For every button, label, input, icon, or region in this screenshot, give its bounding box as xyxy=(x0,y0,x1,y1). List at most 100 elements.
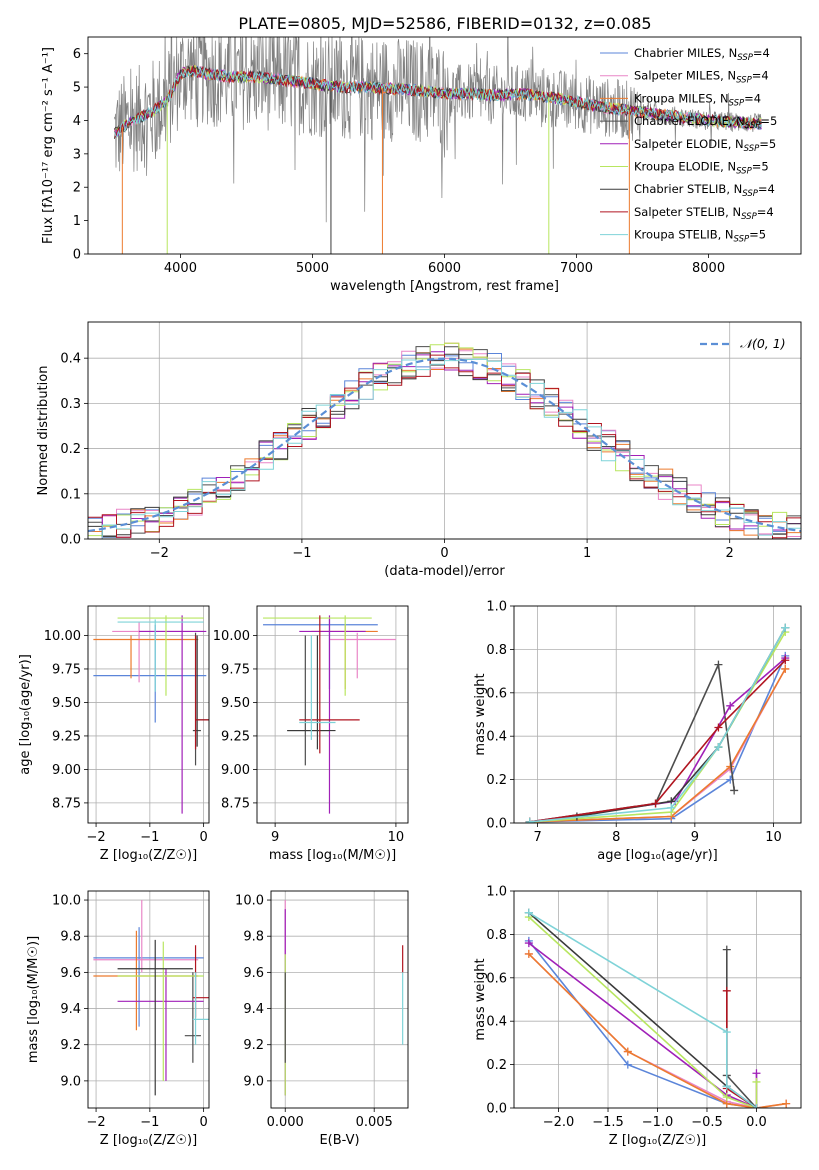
x-tick-label: −1.0 xyxy=(642,1115,674,1130)
panel-age_vs_mass: 9 10 8.75 9.00 9.25 9.50 9.75 10.00 mass [log₁₀(… xyxy=(213,605,409,863)
plot-area-weight_vs_Z xyxy=(524,908,791,1108)
legend-label: Chabrier ELODIE, NSSP=5 xyxy=(634,114,777,131)
legend-label-rest: =4 xyxy=(744,91,761,105)
legend-subscript: SSP xyxy=(737,53,753,63)
x-axis-label: age [log₁₀(age/yr)] xyxy=(597,848,718,863)
legend-label-rest: =4 xyxy=(758,182,775,196)
x-tick-label: −1 xyxy=(140,1115,159,1130)
plot-area-weight_vs_age xyxy=(525,623,790,823)
x-tick-label: 7000 xyxy=(560,261,593,276)
x-tick-label: 1 xyxy=(583,546,591,561)
legend-subscript: SSP xyxy=(744,144,760,154)
y-tick-label: 5 xyxy=(73,81,81,96)
y-tick-label: 0.0 xyxy=(486,817,507,832)
x-tick-label: 7 xyxy=(533,830,541,845)
legend-label: Chabrier MILES, NSSP=4 xyxy=(634,46,770,63)
x-tick-label: −2.0 xyxy=(543,1115,575,1130)
legend-subscript: SSP xyxy=(734,235,750,245)
y-tick-label: 9.4 xyxy=(243,1002,264,1017)
y-tick-label: 10.00 xyxy=(44,629,81,644)
plot-area-age_vs_Z xyxy=(93,615,209,814)
series-line xyxy=(528,912,757,1108)
y-tick-label: 9.2 xyxy=(243,1038,264,1053)
y-tick-label: 1 xyxy=(73,214,81,229)
y-tick-label: 2 xyxy=(73,181,81,196)
x-tick-label: 0.000 xyxy=(267,1115,304,1130)
y-tick-label: 0.2 xyxy=(486,1058,507,1073)
y-tick-label: 0.6 xyxy=(486,971,507,986)
y-tick-label: 9.8 xyxy=(60,930,81,945)
histogram-step xyxy=(88,342,788,539)
y-axis-label: mass weight xyxy=(473,673,488,755)
x-tick-label: 0.005 xyxy=(356,1115,393,1130)
y-tick-label: 0.1 xyxy=(60,487,81,502)
plot-area-spectrum xyxy=(113,37,762,254)
legend-subscript: SSP xyxy=(736,167,752,177)
x-tick-label: 10 xyxy=(388,830,405,845)
x-axis-label: Z [log₁₀(Z/Z☉)] xyxy=(100,1133,197,1148)
series-marker xyxy=(782,1099,791,1108)
series-marker xyxy=(730,786,739,795)
axes-frame xyxy=(87,605,210,824)
legend-label-rest: =5 xyxy=(760,114,777,128)
series-line xyxy=(529,661,735,823)
figure-title: PLATE=0805, MJD=52586, FIBERID=0132, z=0… xyxy=(238,14,651,33)
axes-frame xyxy=(513,605,802,824)
series-marker xyxy=(722,986,731,995)
series-line xyxy=(529,659,786,823)
y-tick-label: 10.00 xyxy=(213,629,250,644)
y-tick-label: 0.8 xyxy=(486,643,507,658)
x-tick-label: 9 xyxy=(691,830,699,845)
y-tick-label: 0.8 xyxy=(486,928,507,943)
y-tick-label: 9.6 xyxy=(60,966,81,981)
legend-label: Salpeter STELIB, NSSP=4 xyxy=(634,205,774,222)
axes-frame xyxy=(87,890,210,1109)
series-marker xyxy=(524,939,533,948)
y-tick-label: 3 xyxy=(73,147,81,162)
series-marker xyxy=(781,623,790,632)
legend-label: Kroupa MILES, NSSP=4 xyxy=(634,91,761,108)
y-tick-label: 9.25 xyxy=(221,729,250,744)
x-tick-label: 8000 xyxy=(692,261,725,276)
legend-label-rest: =4 xyxy=(753,46,770,60)
y-tick-label: 10.0 xyxy=(52,894,81,909)
x-tick-label: −1 xyxy=(140,830,159,845)
panel-residuals: −2 −1 0 1 2 0.0 0.1 0.2 0.3 0.4 (data-model)/error… xyxy=(36,321,802,579)
series-marker xyxy=(667,803,676,812)
series-marker xyxy=(726,701,735,710)
series-marker xyxy=(781,664,790,673)
model-spectrum-line xyxy=(113,66,762,138)
series-marker xyxy=(722,945,731,954)
y-tick-label: 9.25 xyxy=(52,729,81,744)
y-tick-label: 0.0 xyxy=(486,1102,507,1117)
series-line xyxy=(528,912,757,1108)
y-tick-label: 0.3 xyxy=(60,397,81,412)
x-tick-label: 0 xyxy=(199,830,207,845)
x-tick-label: 0 xyxy=(199,1115,207,1130)
y-tick-label: 9.75 xyxy=(221,662,250,677)
series-marker xyxy=(524,949,533,958)
x-axis-label: E(B-V) xyxy=(319,1133,359,1148)
y-tick-label: 0.6 xyxy=(486,686,507,701)
panel-weight_vs_age: 7 8 9 10 0.0 0.2 0.4 0.6 0.8 1.0 age [log₁₀(age/yr… xyxy=(473,600,802,863)
y-tick-label: 10.0 xyxy=(235,894,264,909)
legend-label-rest: =5 xyxy=(759,137,776,151)
series-line xyxy=(726,949,758,1108)
x-axis-label: wavelength [Angstrom, rest frame] xyxy=(330,279,559,294)
x-tick-label: 5000 xyxy=(296,261,329,276)
axes-frame xyxy=(513,890,802,1109)
plot-area-mass_vs_Z xyxy=(93,900,209,1096)
series-marker xyxy=(752,1077,761,1086)
plot-area-age_vs_mass xyxy=(263,615,396,814)
series-marker xyxy=(714,743,723,752)
series-line xyxy=(528,916,758,1108)
axes-frame xyxy=(256,605,409,824)
x-axis-label: mass [log₁₀(M/M☉)] xyxy=(269,848,396,863)
y-axis-label: age [log₁₀(age/yr)] xyxy=(18,654,33,775)
y-tick-label: 9.75 xyxy=(52,662,81,677)
series-marker xyxy=(623,1060,632,1069)
y-tick-label: 9.0 xyxy=(60,1074,81,1089)
y-tick-label: 0 xyxy=(73,248,81,263)
x-tick-label: 0.0 xyxy=(746,1115,767,1130)
